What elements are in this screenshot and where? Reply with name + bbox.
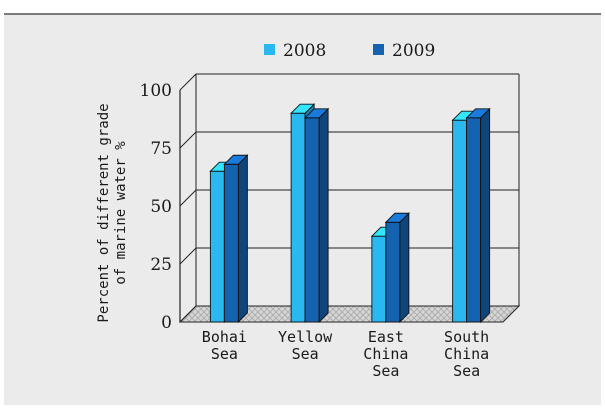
bar-top <box>465 108 491 119</box>
legend: 2008 2009 <box>264 41 435 61</box>
bar-side <box>237 154 248 324</box>
bar-front <box>223 163 239 323</box>
bar-top <box>290 103 316 114</box>
x-category-label-line: China <box>444 345 489 363</box>
x-category-label: Bohai Sea <box>202 328 247 363</box>
x-category-label-line: Sea <box>372 362 399 380</box>
gridline-side <box>179 189 197 207</box>
y-tick-label: 75 <box>150 139 172 159</box>
bar <box>304 107 330 324</box>
x-category-label-line: South <box>444 328 489 346</box>
y-axis-title-line: Percent of different grade <box>96 103 112 322</box>
bar-top <box>304 108 330 119</box>
bar-front <box>304 117 320 323</box>
x-category-label-line: Bohai <box>202 328 247 346</box>
gridline-side <box>179 247 197 265</box>
bar-front <box>452 119 468 323</box>
gridline-side <box>179 73 197 91</box>
bar-front <box>385 221 401 323</box>
y-axis-title-line: of marine water % <box>113 141 129 285</box>
bar-front <box>371 235 387 323</box>
x-category-label-line: Sea <box>453 362 480 380</box>
y-tick-label: 50 <box>150 197 172 217</box>
legend-swatch <box>264 44 275 55</box>
bar-side <box>480 107 491 324</box>
y-tick-label: 0 <box>161 313 172 333</box>
x-category-label-line: Sea <box>292 345 319 363</box>
legend-label: 2008 <box>283 41 326 61</box>
bar <box>384 212 410 324</box>
bar-side <box>399 212 410 324</box>
y-tick-label: 100 <box>140 81 172 101</box>
x-category-label-line: East <box>368 328 404 346</box>
x-category-label: South China Sea <box>444 328 489 380</box>
bar <box>223 154 249 324</box>
gridline-side <box>179 131 197 149</box>
x-category-label: Yellow Sea <box>278 328 333 363</box>
x-category-label-line: China <box>363 345 408 363</box>
bar-front <box>209 170 225 323</box>
bar-top <box>384 212 410 223</box>
bar-side <box>318 107 329 324</box>
bar <box>465 107 491 324</box>
gridline-side <box>179 305 197 323</box>
x-category-label-line: Sea <box>211 345 238 363</box>
bar-top <box>223 154 249 165</box>
legend-swatch <box>373 44 384 55</box>
x-category-label-line: Yellow <box>278 328 333 346</box>
x-category-label: East China Sea <box>363 328 408 380</box>
bar-front <box>290 112 306 323</box>
y-axis-title: Percent of different grade of marine wate… <box>96 103 129 322</box>
legend-label: 2009 <box>392 41 435 61</box>
y-tick-label: 25 <box>150 255 172 275</box>
bar-front <box>466 117 482 323</box>
